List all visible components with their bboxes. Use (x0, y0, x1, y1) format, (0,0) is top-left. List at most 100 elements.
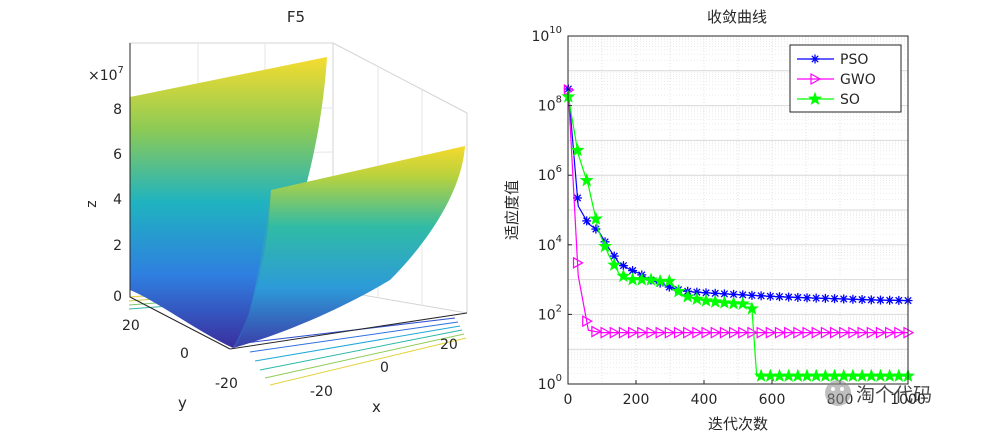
legend-label: GWO (840, 72, 876, 88)
axes-3d (129, 43, 468, 350)
data-point (689, 291, 704, 306)
data-point (655, 326, 667, 339)
data-point (885, 295, 895, 305)
data-point (609, 326, 621, 339)
data-point (735, 296, 750, 310)
legend-label: SO (840, 92, 860, 108)
data-point (829, 326, 841, 339)
y-tick-label: -20 (215, 376, 238, 392)
y-axis-label: y (178, 394, 187, 412)
z-tick-label: 6 (113, 147, 122, 163)
data-point (756, 291, 766, 301)
data-point (719, 326, 731, 339)
data-point (588, 211, 603, 225)
data-point (637, 326, 649, 339)
legend-entry-pso: PSO (797, 52, 868, 68)
surface-title: F5 (287, 8, 305, 26)
x-tick-label: 600 (759, 392, 786, 408)
data-point (765, 291, 775, 301)
data-point (857, 295, 867, 305)
y-tick-label: 1010 (531, 25, 562, 45)
plot-frame (567, 35, 909, 385)
watermark: 淘个代码 (825, 380, 932, 406)
data-point (839, 294, 849, 304)
z-ticks: 0 2 4 6 8 (113, 102, 122, 305)
data-point (866, 326, 878, 339)
y-tick-label: 104 (538, 234, 562, 254)
legend-entry-gwo: GWO (797, 72, 876, 88)
y-tick-label: 100 (538, 373, 562, 393)
surface-plot: F5 (84, 8, 468, 416)
surface-right-wall (233, 146, 465, 348)
legend-label: PSO (840, 52, 868, 68)
y-tick-label: 108 (538, 95, 562, 115)
data-point (875, 295, 885, 305)
legend-marker (810, 54, 820, 64)
wechat-icon (825, 380, 851, 406)
data-point (738, 326, 749, 339)
x-axis-label: x (372, 398, 381, 416)
x-ticks: -20 0 20 (310, 337, 458, 400)
data-point (627, 326, 639, 339)
data-point (774, 326, 786, 339)
z-multiplier: ×107 (88, 65, 124, 84)
data-point (701, 288, 711, 298)
data-point (802, 293, 812, 303)
series-layer (561, 84, 916, 382)
data-point (765, 326, 777, 339)
data-point (618, 261, 628, 271)
convergence-x-label: 迭代次数 (708, 415, 768, 433)
data-point (866, 295, 876, 305)
y-tick-label: 20 (122, 318, 140, 334)
data-point (598, 239, 613, 253)
data-point (662, 273, 677, 288)
z-tick-label: 0 (113, 289, 122, 305)
z-tick-label: 4 (113, 192, 122, 208)
surface (130, 57, 465, 348)
data-point (811, 326, 823, 339)
data-point (744, 301, 759, 315)
data-point (582, 216, 592, 226)
data-point (811, 293, 821, 303)
data-point (820, 293, 830, 303)
data-point (839, 326, 850, 339)
z-tick-label: 2 (113, 238, 122, 254)
data-point (600, 326, 612, 339)
data-point (607, 257, 622, 271)
data-point (820, 326, 832, 339)
data-point (726, 296, 741, 310)
data-point (885, 326, 896, 339)
convergence-title: 收敛曲线 (707, 8, 767, 26)
legend-marker (807, 91, 823, 106)
data-point (643, 272, 658, 286)
data-point (802, 326, 814, 339)
data-point (784, 326, 795, 339)
data-point (747, 326, 759, 339)
data-point (683, 326, 694, 339)
data-point (848, 326, 860, 339)
z-tick-label: 8 (113, 102, 122, 118)
surface-left-wall (130, 57, 327, 348)
data-point (894, 295, 904, 305)
x-tick-label: 200 (623, 392, 650, 408)
data-point (579, 173, 594, 187)
x-tick-label: 0 (564, 392, 573, 408)
data-point (699, 293, 714, 307)
x-tick-label: -20 (310, 384, 333, 400)
legend-marker (810, 72, 822, 86)
data-point (582, 315, 593, 328)
data-point (708, 294, 723, 308)
x-tick-label: 400 (691, 392, 718, 408)
data-point (591, 325, 603, 338)
series-so (561, 89, 916, 382)
data-point (664, 326, 676, 339)
data-point (692, 326, 704, 339)
y-tick-label: 106 (538, 164, 562, 184)
data-point (848, 294, 858, 304)
data-point (572, 256, 584, 269)
data-point (747, 290, 757, 300)
x-tick-label: 20 (440, 337, 458, 353)
data-point (680, 289, 695, 303)
